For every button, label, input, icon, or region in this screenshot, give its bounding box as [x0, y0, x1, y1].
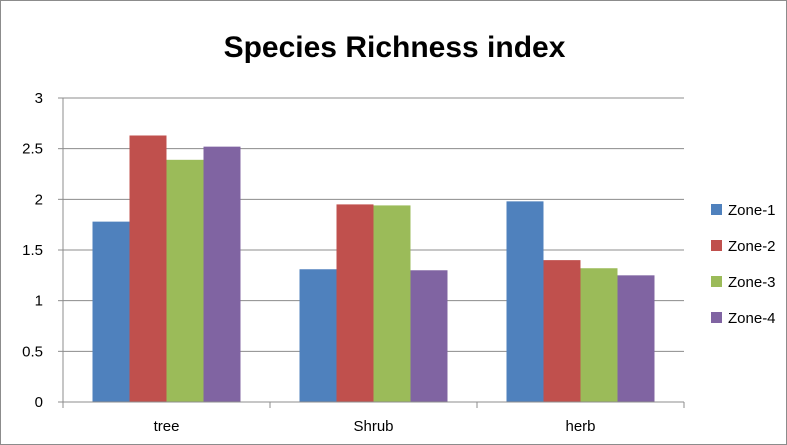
chart-title: Species Richness index — [223, 31, 566, 64]
y-tick-label: 3 — [35, 90, 43, 107]
bar-zone-1-shrub — [299, 269, 337, 402]
bar-zone-2-herb — [543, 260, 581, 402]
legend-label: Zone-3 — [728, 274, 776, 291]
axis-labels: 0 0.5 1 1.5 2 2.5 3 tree Shrub herb — [22, 90, 595, 435]
bars — [92, 135, 655, 402]
legend-label: Zone-2 — [728, 238, 776, 255]
legend-swatch-zone-1 — [711, 204, 722, 215]
x-category-label: Shrub — [353, 418, 393, 435]
x-category-label: herb — [565, 418, 595, 435]
bar-zone-3-shrub — [373, 205, 411, 402]
y-tick-label: 0 — [35, 394, 43, 411]
legend-label: Zone-4 — [728, 310, 776, 327]
legend-swatch-zone-2 — [711, 240, 722, 251]
bar-zone-4-herb — [617, 275, 655, 402]
axes — [58, 97, 685, 408]
bar-zone-2-tree — [129, 135, 167, 402]
legend-label: Zone-1 — [728, 202, 776, 219]
y-tick-label: 1 — [35, 293, 43, 310]
legend-swatch-zone-3 — [711, 276, 722, 287]
legend-swatch-zone-4 — [711, 312, 722, 323]
y-tick-label: 2 — [35, 191, 43, 208]
y-tick-label: 0.5 — [22, 343, 43, 360]
legend: Zone-1 Zone-2 Zone-3 Zone-4 — [711, 202, 776, 327]
bar-zone-1-herb — [506, 201, 544, 402]
y-tick-label: 2.5 — [22, 141, 43, 158]
bar-zone-3-herb — [580, 268, 618, 402]
bar-zone-1-tree — [92, 221, 130, 402]
bar-zone-3-tree — [166, 159, 204, 402]
y-tick-label: 1.5 — [22, 242, 43, 259]
bar-zone-2-shrub — [336, 204, 374, 402]
x-category-label: tree — [154, 418, 180, 435]
bar-zone-4-tree — [203, 146, 241, 402]
bar-zone-4-shrub — [410, 270, 448, 402]
